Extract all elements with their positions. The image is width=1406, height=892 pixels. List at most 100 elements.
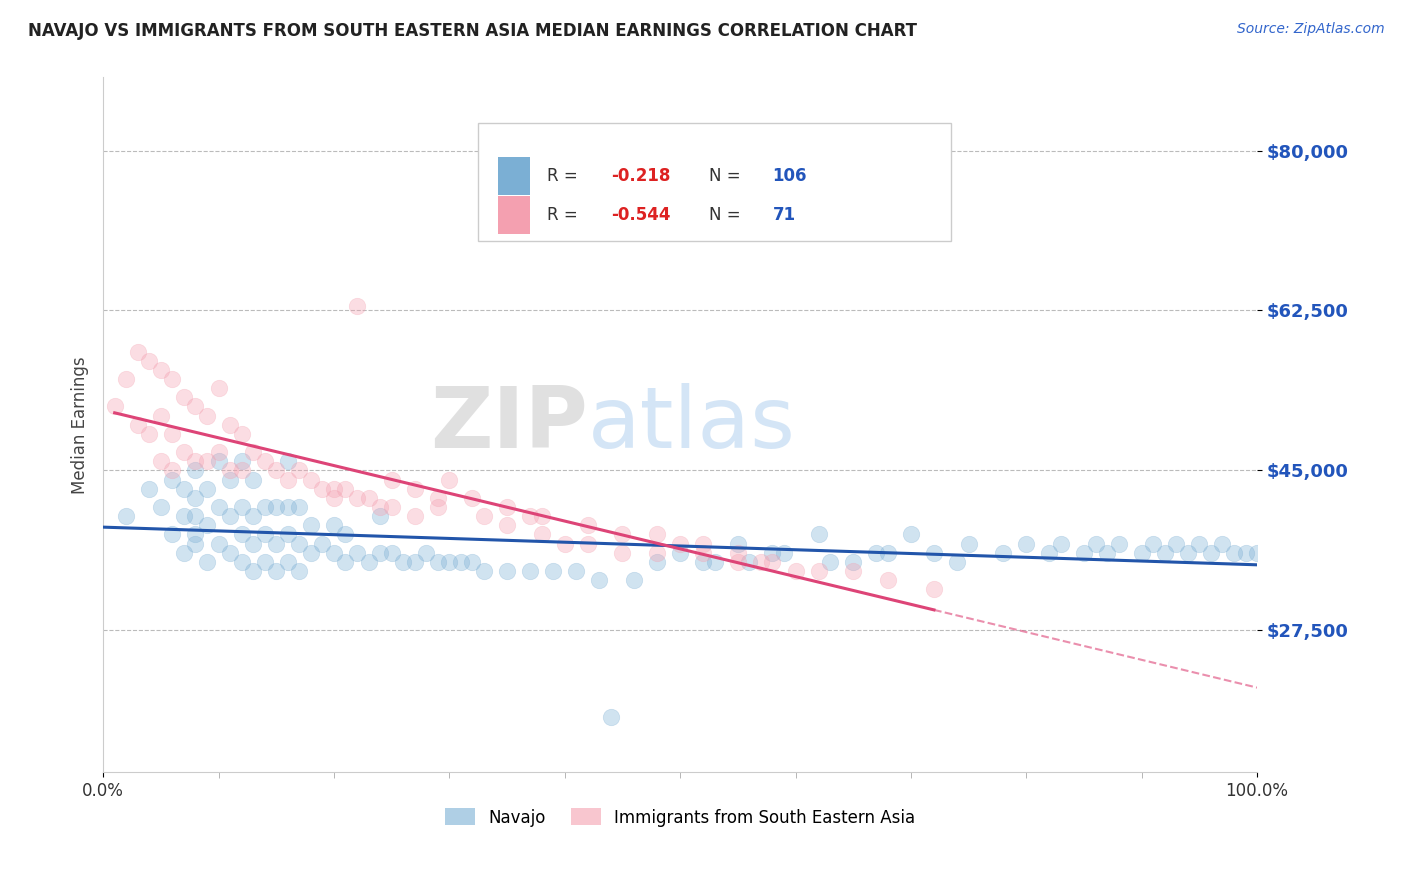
Point [785, 564, 807, 578]
Point [368, 546, 391, 560]
Point [264, 564, 287, 578]
Point [645, 527, 668, 541]
FancyBboxPatch shape [478, 122, 952, 241]
Point [195, 482, 218, 496]
Point [692, 536, 714, 550]
Point [231, 500, 253, 514]
Point [127, 417, 149, 432]
Point [138, 353, 160, 368]
Point [219, 546, 242, 560]
Point [346, 546, 368, 560]
Point [439, 473, 461, 487]
Point [576, 518, 599, 533]
Point [530, 509, 553, 524]
Point [818, 555, 841, 569]
Text: N =: N = [709, 167, 745, 185]
Text: N =: N = [709, 206, 745, 224]
Point [253, 454, 276, 468]
Legend: Navajo, Immigrants from South Eastern Asia: Navajo, Immigrants from South Eastern As… [439, 802, 922, 833]
Point [149, 409, 172, 423]
Point [288, 463, 311, 477]
Point [727, 546, 749, 560]
Point [322, 482, 344, 496]
Point [922, 546, 945, 560]
Text: -0.544: -0.544 [610, 206, 671, 224]
Point [738, 555, 761, 569]
Point [322, 518, 344, 533]
Point [162, 473, 184, 487]
Point [1084, 536, 1107, 550]
Point [1234, 546, 1257, 560]
Point [496, 500, 519, 514]
Point [381, 500, 404, 514]
Point [219, 509, 242, 524]
Point [162, 426, 184, 441]
Point [404, 555, 426, 569]
Point [541, 564, 564, 578]
Point [842, 564, 865, 578]
Point [264, 500, 287, 514]
FancyBboxPatch shape [498, 157, 530, 195]
Point [149, 454, 172, 468]
Y-axis label: Median Earnings: Median Earnings [72, 356, 89, 493]
Point [1246, 546, 1268, 560]
Point [1130, 546, 1153, 560]
Text: atlas: atlas [588, 384, 796, 467]
Point [335, 555, 357, 569]
Point [519, 564, 541, 578]
Point [231, 527, 253, 541]
Point [472, 509, 495, 524]
Point [865, 546, 887, 560]
FancyBboxPatch shape [498, 196, 530, 234]
Text: NAVAJO VS IMMIGRANTS FROM SOUTH EASTERN ASIA MEDIAN EARNINGS CORRELATION CHART: NAVAJO VS IMMIGRANTS FROM SOUTH EASTERN … [28, 22, 917, 40]
Point [207, 381, 229, 395]
Point [184, 400, 207, 414]
Point [761, 555, 783, 569]
Point [842, 555, 865, 569]
Point [1211, 536, 1233, 550]
Point [1177, 546, 1199, 560]
Point [807, 564, 830, 578]
Point [138, 426, 160, 441]
Point [173, 390, 195, 404]
Point [322, 546, 344, 560]
Text: -0.218: -0.218 [610, 167, 671, 185]
Point [184, 509, 207, 524]
Point [311, 482, 333, 496]
Point [565, 564, 588, 578]
Point [277, 500, 299, 514]
Point [922, 582, 945, 597]
Point [496, 518, 519, 533]
Point [299, 546, 322, 560]
Point [612, 527, 634, 541]
Point [588, 573, 610, 587]
Point [404, 509, 426, 524]
Point [1073, 546, 1095, 560]
Point [149, 500, 172, 514]
Point [311, 536, 333, 550]
Point [1166, 536, 1188, 550]
Point [426, 555, 449, 569]
Point [807, 527, 830, 541]
Point [242, 473, 264, 487]
Point [876, 546, 898, 560]
Point [207, 536, 229, 550]
Point [645, 546, 668, 560]
Point [381, 546, 404, 560]
Point [381, 473, 404, 487]
Point [322, 491, 344, 505]
Point [415, 546, 437, 560]
Point [357, 491, 380, 505]
Point [346, 491, 368, 505]
Point [253, 500, 276, 514]
Point [519, 509, 541, 524]
Point [727, 536, 749, 550]
Point [138, 482, 160, 496]
Point [288, 500, 311, 514]
Point [368, 509, 391, 524]
Point [1095, 546, 1118, 560]
Point [195, 454, 218, 468]
Point [264, 463, 287, 477]
Point [692, 546, 714, 560]
Point [195, 555, 218, 569]
